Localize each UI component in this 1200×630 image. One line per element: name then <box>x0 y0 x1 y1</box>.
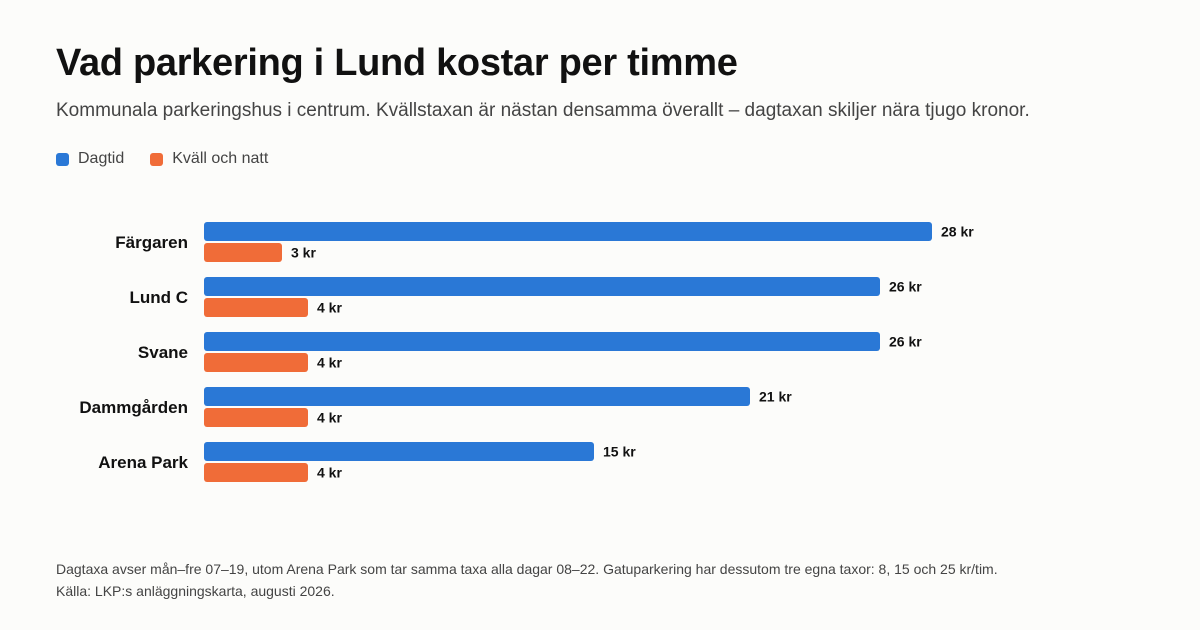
footnote-note: Dagtaxa avser mån–fre 07–19, utom Arena … <box>56 561 998 577</box>
bar-kvall-svane <box>204 353 308 372</box>
value-label-dagtid-färgaren: 28 kr <box>941 224 974 240</box>
bar-dagtid-arena-park <box>204 442 594 461</box>
footnote-source: Källa: LKP:s anläggningskarta, augusti 2… <box>56 583 335 599</box>
category-label-lund-c: Lund C <box>129 288 188 307</box>
category-label-dammgården: Dammgården <box>79 398 188 417</box>
legend-item-kvall: Kväll och natt <box>150 150 268 168</box>
bar-dagtid-dammgården <box>204 387 750 406</box>
category-label-färgaren: Färgaren <box>115 233 188 252</box>
value-label-kvall-arena-park: 4 kr <box>317 465 342 481</box>
legend-label-dagtid: Dagtid <box>78 150 125 167</box>
value-label-kvall-lund-c: 4 kr <box>317 300 342 316</box>
value-label-dagtid-lund-c: 26 kr <box>889 279 922 295</box>
legend-swatch-dagtid <box>56 152 69 166</box>
footnote: Dagtaxa avser mån–fre 07–19, utom Arena … <box>56 558 998 602</box>
value-label-dagtid-dammgården: 21 kr <box>759 389 792 405</box>
bar-kvall-lund-c <box>204 298 308 317</box>
value-label-kvall-svane: 4 kr <box>317 355 342 371</box>
value-label-dagtid-arena-park: 15 kr <box>603 444 636 460</box>
bar-kvall-arena-park <box>204 463 308 482</box>
chart-subtitle: Kommunala parkeringshus i centrum. Kväll… <box>56 100 1030 121</box>
legend: Dagtid Kväll och natt <box>56 150 294 168</box>
value-label-kvall-färgaren: 3 kr <box>291 245 316 261</box>
category-label-svane: Svane <box>138 343 188 362</box>
category-label-arena-park: Arena Park <box>98 453 188 472</box>
legend-item-dagtid: Dagtid <box>56 150 124 168</box>
value-label-kvall-dammgården: 4 kr <box>317 410 342 426</box>
bar-dagtid-lund-c <box>204 277 880 296</box>
value-label-dagtid-svane: 26 kr <box>889 334 922 350</box>
legend-swatch-kvall <box>150 152 164 166</box>
bar-kvall-dammgården <box>204 408 308 427</box>
legend-label-kvall: Kväll och natt <box>172 150 269 167</box>
bar-dagtid-svane <box>204 332 880 351</box>
bar-dagtid-färgaren <box>204 222 932 241</box>
bar-kvall-färgaren <box>204 243 282 262</box>
chart-title: Vad parkering i Lund kostar per timme <box>56 42 738 84</box>
bar-chart: Färgaren 28 kr 3 kr Lund C 26 kr 4 kr Svane 26 … <box>79 222 974 482</box>
